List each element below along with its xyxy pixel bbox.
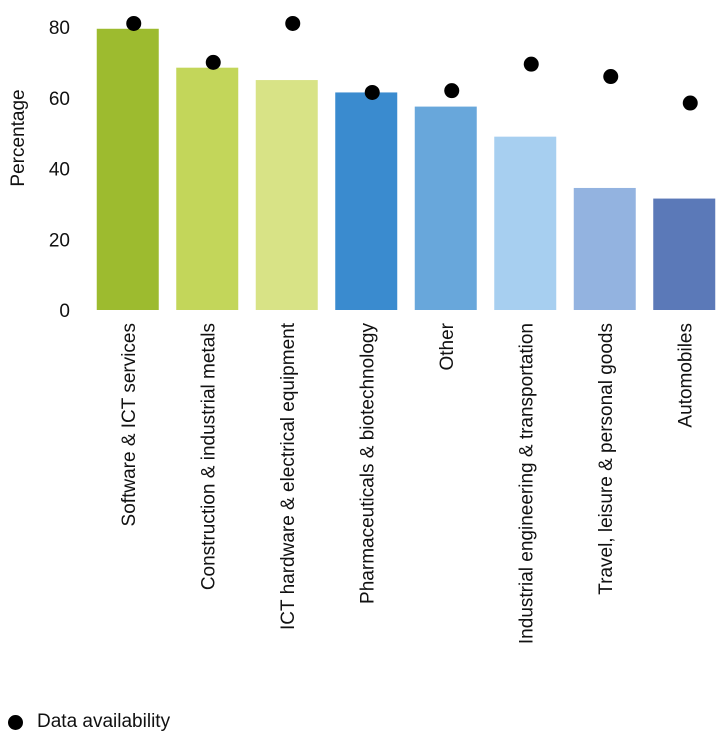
bar-travel-leisure-and-personal-goods [573, 187, 636, 310]
bar-construction-and-industrial-metals [176, 67, 239, 311]
legend: Data availability [8, 709, 170, 735]
data-availability-point [523, 56, 539, 72]
data-availability-point [205, 54, 221, 70]
y-tick-label: 80 [49, 18, 70, 39]
y-tick-label: 0 [59, 301, 70, 322]
y-axis: 0 20 40 60 80 [49, 18, 70, 322]
data-availability-points [126, 15, 698, 111]
data-availability-point [682, 95, 698, 111]
x-tick-label: ICT hardware & electrical equipment [278, 322, 299, 630]
x-tick-label: Software & ICT services [119, 323, 140, 526]
data-availability-point [444, 83, 460, 99]
y-tick-label: 20 [49, 230, 70, 251]
x-tick-label: Construction & industrial metals [198, 323, 219, 590]
x-tick-label: Pharmaceuticals & biotechnology [357, 323, 378, 604]
bar-other [414, 106, 477, 310]
x-tick-label: Other [437, 322, 458, 370]
legend-label: Data availability [37, 711, 171, 732]
x-tick-label: Automobiles [675, 323, 696, 428]
bar-pharmaceuticals-and-biotechnology [335, 92, 398, 310]
x-axis-tick-labels: Software & ICT services Construction & in… [119, 322, 697, 644]
y-tick-label: 60 [49, 89, 70, 110]
bar-industrial-engineering-and-transportation [494, 136, 557, 310]
data-availability-point [126, 15, 142, 31]
data-availability-point [603, 69, 619, 85]
y-tick-label: 40 [49, 160, 70, 181]
bar-group [96, 28, 716, 311]
legend-dot-icon [8, 714, 23, 730]
bar-ict-hardware-and-electrical-equipment [255, 80, 318, 310]
data-availability-point [364, 84, 380, 100]
y-axis-label: Percentage [8, 89, 29, 186]
bar-automobiles [653, 198, 716, 310]
data-availability-point [285, 15, 301, 31]
x-tick-label: Travel, leisure & personal goods [596, 323, 617, 595]
x-tick-label: Industrial engineering & transportation [516, 323, 537, 644]
bar-software-and-ict-services [96, 28, 159, 311]
